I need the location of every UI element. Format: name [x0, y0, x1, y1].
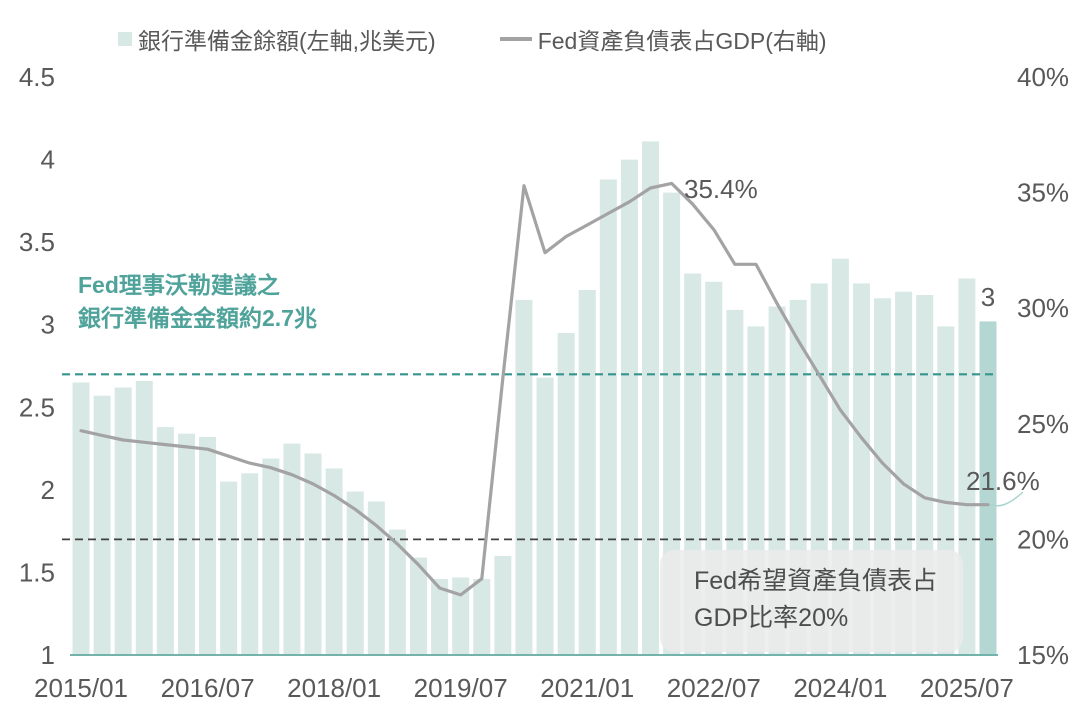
- reference-lines: [62, 373, 998, 656]
- reserve-bar: [431, 579, 449, 655]
- right-axis-tick: 20%: [1017, 524, 1069, 554]
- reserve-note-line1: Fed理事沃勒建議之: [78, 272, 280, 298]
- x-axis-tick: 2018/01: [287, 673, 381, 703]
- line-peak-value-label: 35.4%: [684, 174, 758, 204]
- reserve-bar: [473, 579, 491, 655]
- reserve-bar: [283, 443, 301, 655]
- last-bar-value-label: 3: [980, 282, 996, 312]
- x-axis-tick: 2016/07: [161, 673, 255, 703]
- legend-item-gdp-ratio: Fed資產負債表占GDP(右軸): [499, 22, 827, 56]
- reserve-bar: [346, 491, 364, 655]
- reserve-bar: [93, 395, 111, 655]
- right-axis-tick: 30%: [1017, 293, 1069, 323]
- reserve-bar: [114, 387, 132, 655]
- reserve-bar: [642, 141, 660, 655]
- reserve-bar: [494, 555, 512, 655]
- reserve-bar: [599, 179, 617, 655]
- right-axis-tick: 40%: [1017, 62, 1069, 92]
- reserve-bar: [557, 333, 575, 655]
- legend-reserves-label: 銀行準備金餘額(左軸,兆美元): [138, 28, 436, 54]
- axis-labels: 4.5 4 3.5 3 2.5 2 1.5 1 40% 35% 30% 25% 20% 15% 2015/0…: [19, 62, 1069, 703]
- left-axis-tick: 3: [41, 310, 55, 340]
- target-box-line2: GDP比率20%: [694, 604, 849, 632]
- x-axis-tick: 2021/01: [540, 673, 634, 703]
- target-box-line1: Fed希望資產負債表占: [694, 567, 938, 595]
- left-axis-tick: 1.5: [19, 557, 55, 587]
- reserve-bar: [578, 290, 596, 655]
- reserve-bar: [409, 557, 427, 655]
- reserve-note-line2: 銀行準備金金額約2.7兆: [78, 305, 317, 331]
- left-axis-tick: 4: [41, 145, 55, 175]
- right-axis-tick: 25%: [1017, 409, 1069, 439]
- left-axis-tick: 2.5: [19, 392, 55, 422]
- reserve-bar: [325, 468, 343, 655]
- reserve-suggestion-note: Fed理事沃勒建議之 銀行準備金金額約2.7兆: [78, 269, 317, 335]
- right-axis-tick: 15%: [1017, 640, 1069, 670]
- left-axis-tick: 3.5: [19, 227, 55, 257]
- x-axis-tick: 2025/07: [920, 673, 1014, 703]
- gdp-ratio-line-series: [79, 181, 990, 597]
- legend: 銀行準備金餘額(左軸,兆美元) Fed資產負債表占GDP(右軸): [118, 22, 827, 56]
- left-axis-tick: 2: [41, 475, 55, 505]
- right-axis-tick: 35%: [1017, 178, 1069, 208]
- x-axis-tick: 2019/07: [414, 673, 508, 703]
- reserve-bar: [262, 458, 280, 655]
- bar-series: [72, 141, 997, 655]
- gdp-target-callout-box: Fed希望資產負債表占 GDP比率20%: [660, 550, 964, 652]
- callout-line: [989, 491, 1024, 507]
- left-axis-tick: 1: [41, 640, 55, 670]
- x-axis-tick: 2024/01: [793, 673, 887, 703]
- reserve-bar: [220, 481, 238, 655]
- gdp-ratio-line: [79, 181, 990, 597]
- legend-gdp-ratio-label: Fed資產負債表占GDP(右軸): [537, 28, 827, 54]
- reserve-bar: [388, 529, 406, 655]
- left-axis-tick: 4.5: [19, 62, 55, 92]
- reserve-bar: [72, 382, 90, 655]
- reserve-bar: [620, 159, 638, 655]
- line-swatch-icon: [499, 37, 532, 41]
- reserve-bar: [177, 433, 195, 655]
- reserve-bar: [452, 577, 470, 655]
- bar-swatch-icon: [118, 32, 132, 46]
- reserve-bar: [515, 299, 533, 655]
- legend-item-reserves: 銀行準備金餘額(左軸,兆美元): [118, 22, 436, 56]
- x-axis-tick: 2015/01: [34, 673, 128, 703]
- line-end-value-label: 21.6%: [966, 466, 1040, 496]
- reserve-bar: [304, 453, 322, 655]
- reserve-bar: [536, 377, 554, 655]
- x-axis-tick: 2022/07: [667, 673, 761, 703]
- reserve-bar: [241, 473, 259, 655]
- reserve-bar: [156, 427, 174, 655]
- reserve-bar: [199, 437, 217, 655]
- reserve-bar: [135, 380, 153, 655]
- highlighted-last-bar: [979, 321, 997, 655]
